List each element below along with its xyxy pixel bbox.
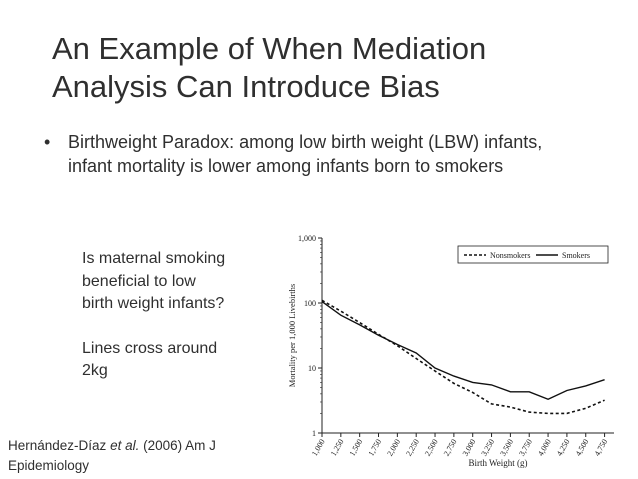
y-tick-label: 100 — [304, 299, 316, 308]
slide-title: An Example of When Mediation Analysis Ca… — [52, 30, 612, 106]
y-axis-label: Mortality per 1,000 Livebirths — [287, 284, 297, 387]
series-line-nonsmokers — [321, 299, 605, 415]
answer-line-1: Lines cross around — [82, 339, 218, 357]
title-line-2: Analysis Can Introduce Bias — [52, 69, 440, 104]
citation-etal: et al. — [110, 438, 140, 453]
legend-label-smokers: Smokers — [562, 251, 590, 260]
bullet-marker: • — [44, 132, 51, 152]
title-line-1: An Example of When Mediation — [52, 31, 487, 66]
x-tick-label: 3,250 — [479, 438, 496, 458]
side-note: Is maternal smoking beneficial to low bi… — [82, 248, 272, 383]
x-tick-label: 1,750 — [366, 438, 383, 458]
x-tick-label: 3,000 — [461, 438, 478, 458]
x-tick-label: 3,750 — [517, 438, 534, 458]
x-axis-label: Birth Weight (g) — [468, 458, 527, 468]
x-tick-label: 2,750 — [442, 438, 459, 458]
x-tick-label: 3,500 — [498, 438, 515, 458]
y-tick-label: 1,000 — [298, 234, 316, 243]
y-tick-label: 10 — [308, 364, 316, 373]
citation-journal: Epidemiology — [8, 458, 90, 473]
series-line-smokers — [321, 301, 605, 401]
x-tick-label: 2,000 — [385, 438, 402, 458]
citation: Hernández-Díaz et al. (2006) Am J Epidem… — [8, 436, 248, 476]
x-tick-label: 4,000 — [536, 438, 553, 458]
x-tick-label: 4,500 — [574, 438, 591, 458]
citation-year-journal: (2006) Am J — [139, 438, 216, 453]
question-line-2: beneficial to low — [82, 272, 196, 290]
y-tick-label: 1 — [312, 429, 316, 438]
question-line-3: birth weight infants? — [82, 295, 225, 312]
answer-line-2: 2kg — [82, 362, 108, 379]
x-tick-label: 1,250 — [329, 438, 346, 458]
x-tick-label: 2,250 — [404, 438, 421, 458]
x-tick-label: 1,500 — [348, 438, 365, 458]
bullet-text: Birthweight Paradox: among low birth wei… — [68, 132, 543, 176]
x-tick-label: 2,500 — [423, 438, 440, 458]
x-tick-label: 4,250 — [555, 438, 572, 458]
legend-box — [457, 245, 609, 264]
x-tick-label: 4,750 — [593, 438, 610, 458]
x-tick-label: 1,000 — [310, 438, 327, 458]
citation-authors: Hernández-Díaz — [8, 438, 111, 453]
question-line-1: Is maternal smoking — [82, 250, 226, 267]
legend-label-nonsmokers: Nonsmokers — [490, 251, 530, 260]
